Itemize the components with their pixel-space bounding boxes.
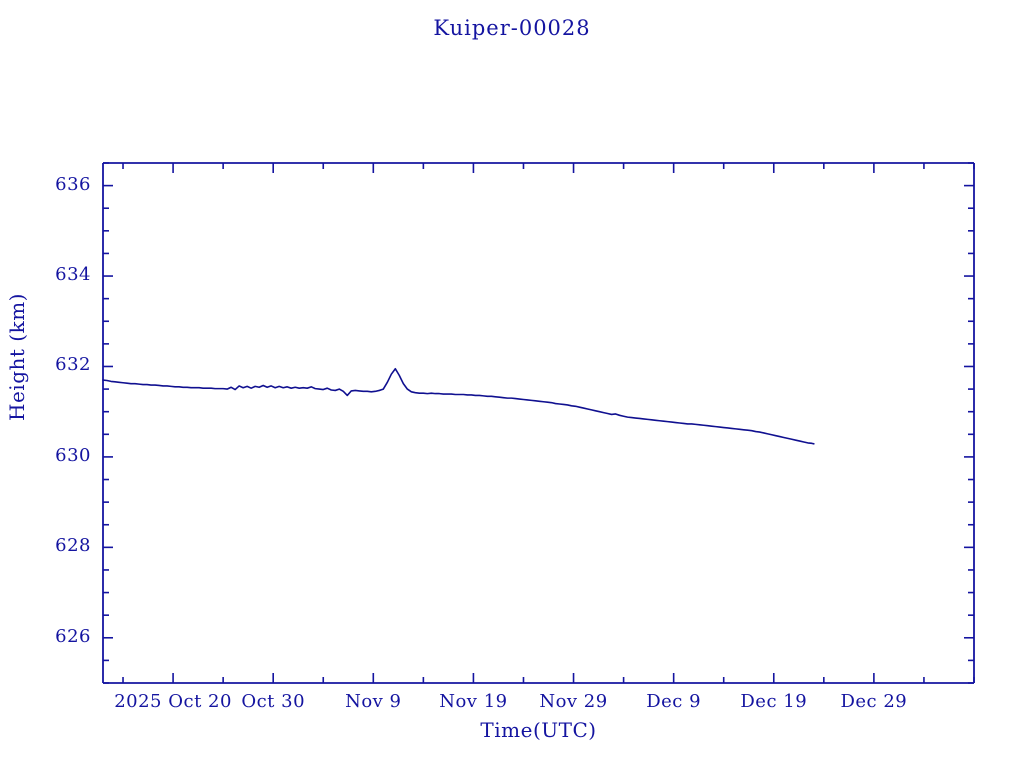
- x-tick-label: Dec 29: [840, 691, 908, 712]
- x-tick-label: Nov 9: [345, 691, 402, 712]
- page-title: Kuiper-00028: [433, 16, 591, 40]
- x-tick-label: Dec 19: [740, 691, 808, 712]
- x-axis-title: Time(UTC): [480, 718, 597, 742]
- y-tick-label: 636: [55, 173, 91, 195]
- y-tick-label: 626: [55, 625, 91, 647]
- x-tick-label: Dec 9: [646, 691, 702, 712]
- y-tick-label: 632: [55, 354, 91, 376]
- x-tick-label: Nov 19: [439, 691, 508, 712]
- x-tick-label: 2025 Oct 20: [114, 691, 232, 712]
- y-tick-label: 630: [55, 444, 91, 466]
- x-tick-label: Nov 29: [539, 691, 608, 712]
- y-tick-label: 634: [55, 264, 91, 286]
- data-series-line: [102, 367, 815, 445]
- x-tick-label: Oct 30: [241, 691, 306, 712]
- y-tick-label: 628: [55, 535, 91, 557]
